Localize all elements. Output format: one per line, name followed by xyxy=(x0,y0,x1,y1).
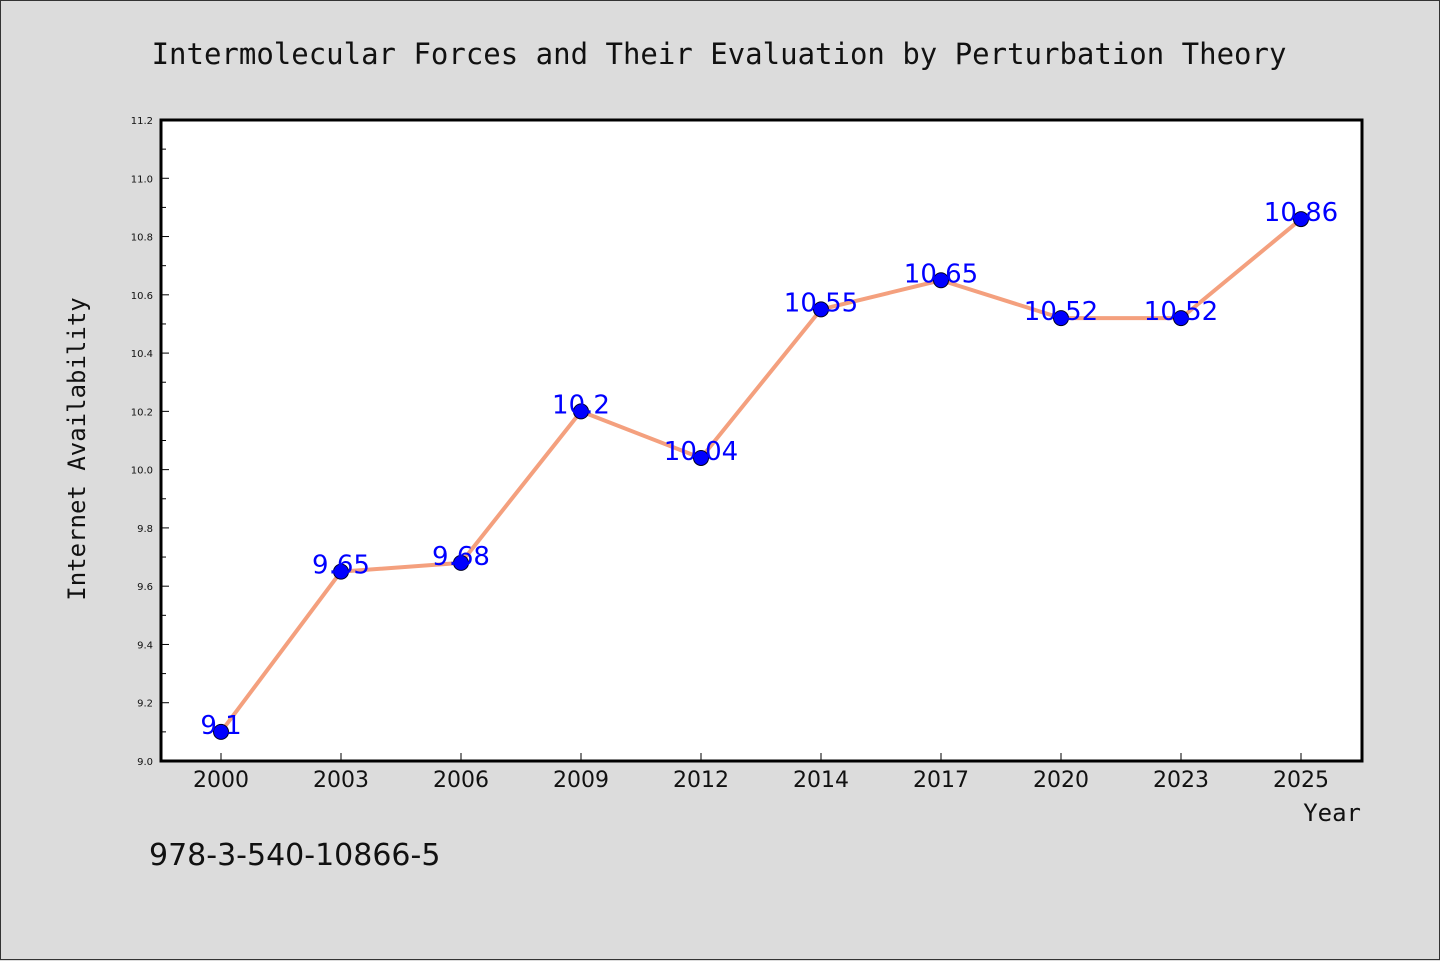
plot-area xyxy=(161,120,1362,761)
x-tick-label: 2023 xyxy=(1153,768,1209,793)
x-axis: 2000 2003 2006 2009 2012 2014 2017 2020 2023 2025 xyxy=(193,753,1329,793)
isbn-text: 978-3-540-10866-5 xyxy=(149,838,440,873)
x-tick-label: 2000 xyxy=(193,768,249,793)
x-tick-label: 2017 xyxy=(913,768,969,793)
data-point xyxy=(693,449,709,466)
data-label: 9.1 xyxy=(200,711,241,741)
plot-frame xyxy=(159,118,1364,763)
data-label: 10.52 xyxy=(1144,297,1218,327)
y-axis-title: Internet Availability xyxy=(63,297,91,600)
y-axis: 9.0 9.2 9.4 9.6 9.8 10.0 10.2 10.4 10.6 10.8 11.0 1… xyxy=(131,116,169,768)
data-label: 10.55 xyxy=(784,288,858,318)
data-label: 10.52 xyxy=(1024,297,1098,327)
data-labels: 9.1 9.65 9.68 10.2 10.04 10.55 10.65 10.52 10.52… xyxy=(200,198,1338,741)
data-point xyxy=(333,563,349,580)
y-tick-label: 10.6 xyxy=(131,291,153,302)
y-tick-label: 10.2 xyxy=(131,407,153,418)
x-tick-label: 2025 xyxy=(1273,768,1329,793)
data-label: 10.04 xyxy=(664,437,738,467)
y-tick-label: 9.4 xyxy=(137,640,153,651)
y-tick-label: 11.2 xyxy=(131,116,153,127)
chart-title: Intermolecular Forces and Their Evaluati… xyxy=(152,37,1287,71)
x-tick-label: 2009 xyxy=(553,768,609,793)
data-point xyxy=(453,554,469,571)
y-tick-label: 10.8 xyxy=(131,233,153,244)
data-label: 9.68 xyxy=(432,542,490,572)
y-tick-label: 9.2 xyxy=(137,699,153,710)
x-tick-label: 2003 xyxy=(313,768,369,793)
data-point xyxy=(813,301,829,318)
y-tick-label: 11.0 xyxy=(131,174,153,185)
x-tick-label: 2020 xyxy=(1033,768,1089,793)
data-point xyxy=(573,403,589,420)
data-point xyxy=(933,272,949,289)
y-tick-label: 9.6 xyxy=(137,582,153,593)
series-line xyxy=(219,217,1303,734)
data-point xyxy=(213,723,229,740)
y-tick-label: 10.4 xyxy=(131,349,153,360)
data-point xyxy=(1173,310,1189,327)
data-label: 9.65 xyxy=(312,551,370,581)
x-tick-label: 2006 xyxy=(433,768,489,793)
data-label: 10.2 xyxy=(552,390,610,420)
data-point xyxy=(1293,211,1309,228)
x-tick-label: 2012 xyxy=(673,768,729,793)
data-label: 10.86 xyxy=(1264,198,1338,228)
data-point xyxy=(1053,310,1069,327)
x-axis-title: Year xyxy=(1303,799,1361,827)
data-label: 10.65 xyxy=(904,259,978,289)
y-tick-label: 9.8 xyxy=(137,524,153,535)
x-tick-label: 2014 xyxy=(793,768,849,793)
data-markers xyxy=(213,211,1309,740)
y-tick-label: 9.0 xyxy=(137,757,153,768)
y-tick-label: 10.0 xyxy=(131,466,153,477)
